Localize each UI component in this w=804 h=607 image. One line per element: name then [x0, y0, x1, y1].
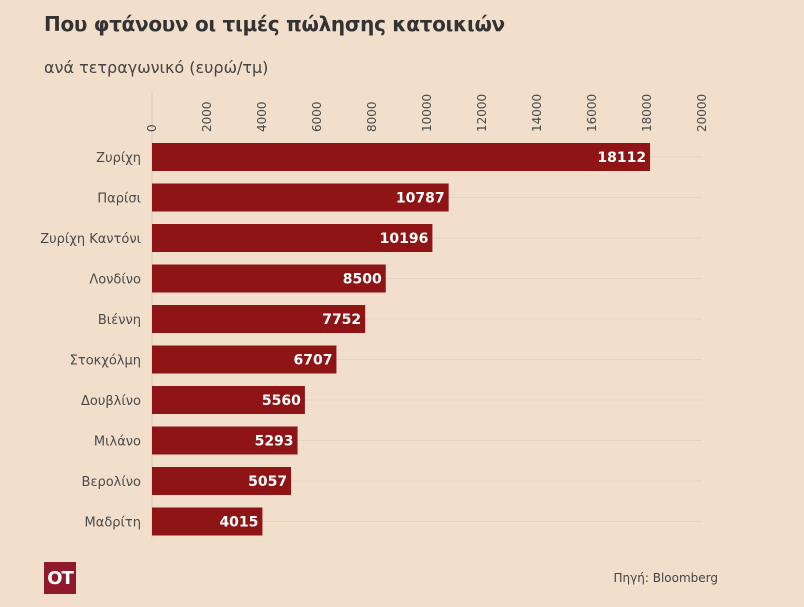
x-tick-label: 14000: [530, 94, 544, 132]
bar: [152, 264, 386, 293]
bar: [152, 386, 305, 414]
data-label: 4015: [219, 515, 258, 531]
category-label: Παρίσι: [97, 192, 141, 207]
x-tick-label: 16000: [585, 94, 599, 132]
category-label: Μαδρίτη: [85, 516, 141, 531]
data-label: 18112: [597, 150, 646, 166]
category-label: Μιλάνο: [94, 435, 141, 450]
bar: [152, 305, 366, 333]
category-label: Ζυρίχη: [96, 151, 141, 166]
chart-subtitle: ανά τετραγωνικό (ευρώ/τμ): [44, 58, 269, 77]
x-tick-label: 6000: [310, 101, 324, 132]
data-label: 6707: [293, 353, 332, 369]
x-tick-label: 2000: [200, 101, 214, 132]
bar: [152, 426, 298, 455]
category-label: Στοκχόλμη: [70, 354, 141, 369]
category-label: Βιέννη: [98, 313, 141, 328]
x-tick-label: 8000: [365, 101, 379, 132]
data-label: 5560: [262, 393, 301, 409]
data-label: 5057: [248, 474, 287, 490]
bar: [152, 183, 449, 212]
data-label: 8500: [343, 272, 382, 288]
x-tick-label: 18000: [640, 94, 654, 132]
category-label: Λονδίνο: [89, 273, 141, 288]
bar: [152, 467, 292, 495]
category-label: Ζυρίχη Καντόνι: [40, 232, 141, 247]
x-tick-label: 10000: [420, 94, 434, 132]
x-tick-label: 20000: [695, 94, 709, 132]
data-label: 7752: [322, 312, 361, 328]
category-label: Βερολίνο: [82, 475, 142, 490]
data-label: 10196: [380, 231, 429, 247]
bar: [152, 143, 651, 171]
bar: [152, 507, 263, 536]
data-label: 5293: [255, 434, 294, 450]
bar: [152, 345, 337, 374]
x-tick-label: 12000: [475, 94, 489, 132]
data-label: 10787: [396, 191, 445, 207]
chart-title: Που φτάνουν οι τιμές πώλησης κατοικιών: [44, 12, 505, 36]
category-label: Δουβλίνο: [81, 394, 141, 409]
source-note: Πηγή: Bloomberg: [613, 571, 718, 585]
ot-logo: OT: [44, 562, 76, 594]
bar: [152, 224, 433, 252]
x-tick-label: 0: [145, 124, 159, 132]
x-tick-label: 4000: [255, 101, 269, 132]
